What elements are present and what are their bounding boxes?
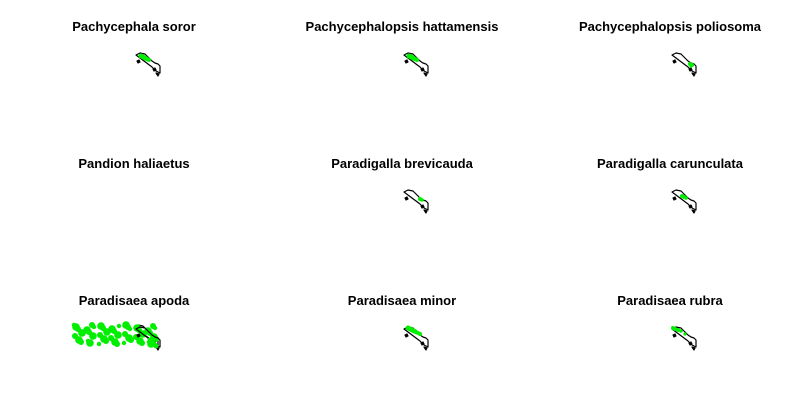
occurrence-dot [127, 326, 133, 332]
island-shape [688, 341, 693, 346]
new-guinea-map-icon [671, 189, 697, 214]
island-shape [688, 67, 693, 72]
new-guinea-map-icon [671, 52, 697, 77]
island-shape [423, 346, 428, 351]
occurrence-dot [121, 340, 127, 346]
occurrence-map [403, 52, 429, 77]
island-shape [136, 59, 141, 64]
map-panel-7: Paradisaea apoda [0, 274, 268, 411]
panel-title: Pachycephalopsis hattamensis [305, 19, 499, 34]
map-panel-9: Paradisaea rubra [536, 274, 804, 411]
island-shape [672, 333, 677, 338]
occurrence-dot [103, 328, 111, 336]
panel-title: Paradisaea minor [347, 293, 457, 308]
new-guinea-map-icon [403, 52, 429, 77]
occurrence-dot [676, 328, 680, 332]
occurrence-dot [153, 343, 159, 349]
map-panel-8: Paradisaea minor [268, 274, 536, 411]
occurrence-map [671, 52, 697, 77]
panel-title: Pachycephalopsis poliosoma [578, 19, 762, 34]
occurrence-dot [86, 339, 94, 347]
panel-title: Paradigalla brevicauda [331, 156, 473, 171]
occurrence-dot [114, 331, 122, 339]
new-guinea-map-icon [135, 52, 161, 77]
landmass-outline [403, 189, 429, 211]
occurrence-dot [114, 341, 120, 347]
new-guinea-map-icon [671, 326, 697, 351]
landmass-outline [403, 52, 429, 74]
occurrence-dot [103, 338, 109, 344]
island-shape [155, 72, 160, 77]
occurrence-map [135, 52, 161, 77]
map-panel-3: Pachycephalopsis poliosoma [536, 0, 804, 137]
map-panel-2: Pachycephalopsis hattamensis [268, 0, 536, 137]
island-shape [420, 204, 425, 209]
occurrence-dot [684, 196, 688, 200]
occurrence-dot [128, 337, 134, 343]
occurrence-map [71, 321, 159, 348]
panel-title: Pandion haliaetus [78, 156, 190, 171]
occurrence-dot [415, 58, 419, 62]
island-shape [672, 196, 677, 201]
occurrence-dot [147, 58, 151, 62]
occurrence-dot [96, 341, 102, 347]
occurrence-dot [679, 329, 683, 333]
island-shape [691, 72, 696, 77]
panel-title: Paradisaea rubra [617, 293, 723, 308]
occurrence-map [403, 189, 429, 214]
occurrence-dot [139, 340, 145, 346]
landmass-outline [135, 326, 161, 348]
occurrence-dot [152, 325, 158, 331]
occurrence-dot [91, 324, 97, 330]
new-guinea-map-icon [71, 321, 159, 348]
island-shape [423, 72, 428, 77]
landmass-outline [671, 52, 697, 74]
occurrence-dot [689, 64, 693, 68]
island-shape [691, 346, 696, 351]
map-panel-4: Pandion haliaetus [0, 137, 268, 348]
new-guinea-map-icon [403, 189, 429, 214]
island-shape [404, 59, 409, 64]
island-shape [152, 67, 157, 72]
occurrence-map [403, 325, 429, 351]
landmass-outline [671, 189, 697, 211]
panel-title: Paradisaea apoda [78, 293, 190, 308]
panel-title: Paradigalla carunculata [597, 156, 743, 171]
occurrence-dot [78, 339, 84, 345]
occurrence-dot [116, 323, 122, 329]
occurrence-map [671, 326, 697, 351]
map-panel-1: Pachycephala soror [0, 0, 268, 137]
island-shape [420, 67, 425, 72]
island-shape [688, 204, 693, 209]
occurrence-dot [683, 332, 687, 336]
occurrence-dot [420, 198, 424, 202]
island-shape [423, 209, 428, 214]
landmass-outline [135, 52, 161, 74]
occurrence-dot [418, 332, 422, 336]
new-guinea-map-icon [135, 326, 161, 351]
map-panel-5: Paradigalla brevicauda [268, 137, 536, 274]
panel-title: Pachycephala soror [72, 19, 196, 34]
map-panel-6: Paradigalla carunculata [536, 137, 804, 274]
island-shape [420, 341, 425, 346]
new-guinea-map-icon [403, 325, 429, 351]
occurrence-map [135, 326, 161, 351]
occurrence-dot [89, 332, 97, 340]
island-shape [136, 333, 141, 338]
occurrence-dot [78, 329, 86, 337]
island-shape [404, 333, 409, 338]
island-shape [691, 209, 696, 214]
island-shape [404, 196, 409, 201]
landmass-outline [671, 326, 697, 348]
occurrence-map [671, 189, 697, 214]
island-shape [672, 59, 677, 64]
